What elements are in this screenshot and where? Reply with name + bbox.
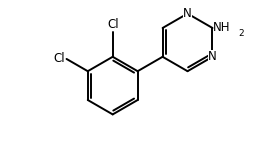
Text: N: N [183, 7, 192, 20]
Text: 2: 2 [238, 29, 244, 38]
Text: N: N [208, 50, 217, 63]
Text: Cl: Cl [53, 52, 65, 65]
Text: NH: NH [213, 21, 231, 34]
Text: Cl: Cl [107, 18, 118, 31]
